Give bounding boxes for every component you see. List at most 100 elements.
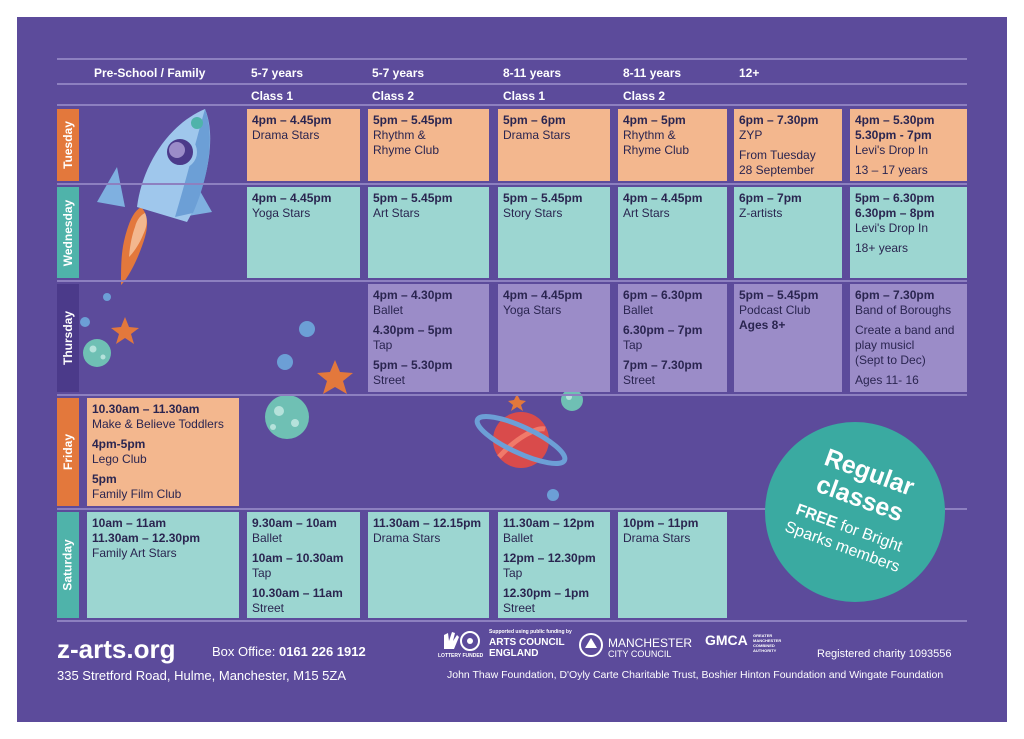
class-name: ZYP (739, 128, 763, 142)
box-office: Box Office: 0161 226 1912 (212, 644, 366, 659)
lottery-text: LOTTERY FUNDED (438, 653, 484, 659)
class-name: Ballet (503, 531, 534, 545)
class-cell: 4pm – 4.45pm Drama Stars (247, 109, 360, 181)
class-name: Rhyme Club (623, 143, 690, 157)
ace-small-text: Supported using public funding by (489, 629, 572, 635)
class-time: 5pm – 5.45pm (503, 191, 583, 205)
class-name: From Tuesday (739, 148, 816, 162)
class-name: Tap (373, 338, 393, 352)
class-time: 11.30am – 12pm (503, 516, 595, 530)
class-name: Family Art Stars (92, 546, 177, 560)
class-name: Rhythm & (623, 128, 676, 142)
class-name: Z-artists (739, 206, 783, 220)
box-office-label: Box Office: (212, 644, 276, 659)
class-cell: 5pm – 5.45pm Art Stars (368, 187, 489, 278)
header-age-8-11: 8-11 years (503, 66, 562, 80)
website-link[interactable]: z-arts.org (57, 634, 176, 664)
class-name: Create a band and (855, 323, 955, 337)
registered-charity: Registered charity 1093556 (817, 648, 952, 660)
class-name: Ballet (252, 531, 283, 545)
class-time: 10pm – 11pm (623, 516, 699, 530)
class-time: 5pm – 5.45pm (373, 191, 453, 205)
header-age-12-plus: 12+ (739, 66, 760, 80)
class-time: 4pm – 4.30pm (373, 288, 453, 302)
mcc-logo-line1: MANCHESTER (608, 636, 693, 650)
class-name: Ballet (373, 303, 404, 317)
class-name: Story Stars (503, 206, 563, 220)
class-cell: 10am – 11am 11.30am – 12.30pm Family Art S… (87, 512, 239, 618)
class-name: Tap (623, 338, 643, 352)
class-name: Band of Boroughs (855, 303, 952, 317)
class-name: Levi's Drop In (855, 221, 928, 235)
header-pre-school: Pre-School / Family (94, 66, 206, 80)
class-name: Yoga Stars (252, 206, 311, 220)
class-time: 10.30am – 11.30am (92, 402, 200, 416)
class-name: 13 – 17 years (855, 163, 928, 177)
header-class: Class 2 (623, 89, 666, 103)
day-tab-friday: Friday (57, 398, 79, 506)
class-time: 5pm (92, 472, 117, 486)
class-name: Lego Club (92, 452, 147, 466)
class-time: 5pm – 5.45pm (373, 113, 453, 127)
address: 335 Stretford Road, Hulme, Manchester, M… (57, 668, 347, 683)
class-time: 4pm – 5pm (623, 113, 686, 127)
rule (57, 83, 967, 85)
gmca-logo: GMCA (705, 632, 748, 648)
class-time: 4.30pm – 5pm (373, 323, 453, 337)
class-name: Drama Stars (373, 531, 441, 545)
class-time: 6.30pm – 7pm (623, 323, 703, 337)
class-cell: 11.30am – 12pm Ballet 12pm – 12.30pm Tap 12.… (498, 512, 610, 618)
day-label: Thursday (61, 310, 76, 366)
class-time: Ages 8+ (739, 318, 786, 332)
timetable-sheet: Pre-School / Family 5-7 years 5-7 years … (17, 17, 1007, 722)
header-age-5-7: 5-7 years (251, 66, 304, 80)
class-time: 6.30pm – 8pm (855, 206, 935, 220)
regular-classes-badge: Regular classes FREE for Bright Sparks m… (765, 422, 945, 602)
class-cell: 6pm – 7.30pm Band of Boroughs Create a ban… (850, 284, 967, 392)
class-name: Drama Stars (252, 128, 320, 142)
header-age-8-11: 8-11 years (623, 66, 682, 80)
day-label: Tuesday (61, 121, 76, 169)
class-name: Family Film Club (92, 487, 182, 501)
class-name: 18+ years (855, 241, 909, 255)
class-cell: 4pm – 4.45pm Yoga Stars (498, 284, 610, 392)
class-cell: 6pm – 6.30pm Ballet 6.30pm – 7pm Tap 7pm – 7… (618, 284, 727, 392)
day-label: Wednesday (61, 199, 75, 266)
class-name: Street (503, 601, 536, 615)
class-cell: 4pm – 4.45pm Art Stars (618, 187, 727, 278)
rule (57, 280, 967, 282)
class-time: 5.30pm - 7pm (855, 128, 932, 142)
header-age-5-7: 5-7 years (372, 66, 425, 80)
class-time: 11.30am – 12.30pm (92, 531, 201, 545)
class-name: Podcast Club (739, 303, 811, 317)
class-name: Make & Believe Toddlers (92, 417, 224, 431)
class-name: Levi's Drop In (855, 143, 928, 157)
class-time: 11.30am – 12.15pm (373, 516, 482, 530)
class-name: Art Stars (373, 206, 420, 220)
class-name: Yoga Stars (503, 303, 562, 317)
class-time: 7pm – 7.30pm (623, 358, 703, 372)
class-cell: 11.30am – 12.15pm Drama Stars (368, 512, 489, 618)
box-office-phone: 0161 226 1912 (278, 644, 366, 659)
class-cell: 4pm – 5.30pm 5.30pm - 7pm Levi's Drop In 13… (850, 109, 967, 181)
day-tab-tuesday: Tuesday (57, 109, 79, 181)
manchester-crest-icon (579, 633, 603, 657)
day-label: Saturday (61, 539, 76, 591)
class-name: play musicl (855, 338, 915, 352)
class-time: 6pm – 7pm (739, 191, 802, 205)
lottery-hand-icon (444, 631, 480, 651)
class-name: Drama Stars (503, 128, 571, 142)
class-cell: 10pm – 11pm Drama Stars (618, 512, 727, 618)
day-tab-thursday: Thursday (57, 284, 79, 392)
class-name: Rhythm & (373, 128, 426, 142)
class-name: Ballet (623, 303, 654, 317)
class-cell: 4pm – 4.30pm Ballet 4.30pm – 5pm Tap 5pm – 5… (368, 284, 489, 392)
class-name: Street (623, 373, 656, 387)
header-class: Class 1 (251, 89, 294, 103)
gmca-small-text: GREATER MANCHESTER COMBINED AUTHORITY (753, 633, 782, 653)
class-name: Street (252, 601, 285, 615)
class-name: Tap (503, 566, 523, 580)
class-time: 6pm – 6.30pm (623, 288, 703, 302)
class-time: 4pm – 4.45pm (252, 113, 332, 127)
ace-logo-line1: ARTS COUNCIL (489, 637, 565, 648)
